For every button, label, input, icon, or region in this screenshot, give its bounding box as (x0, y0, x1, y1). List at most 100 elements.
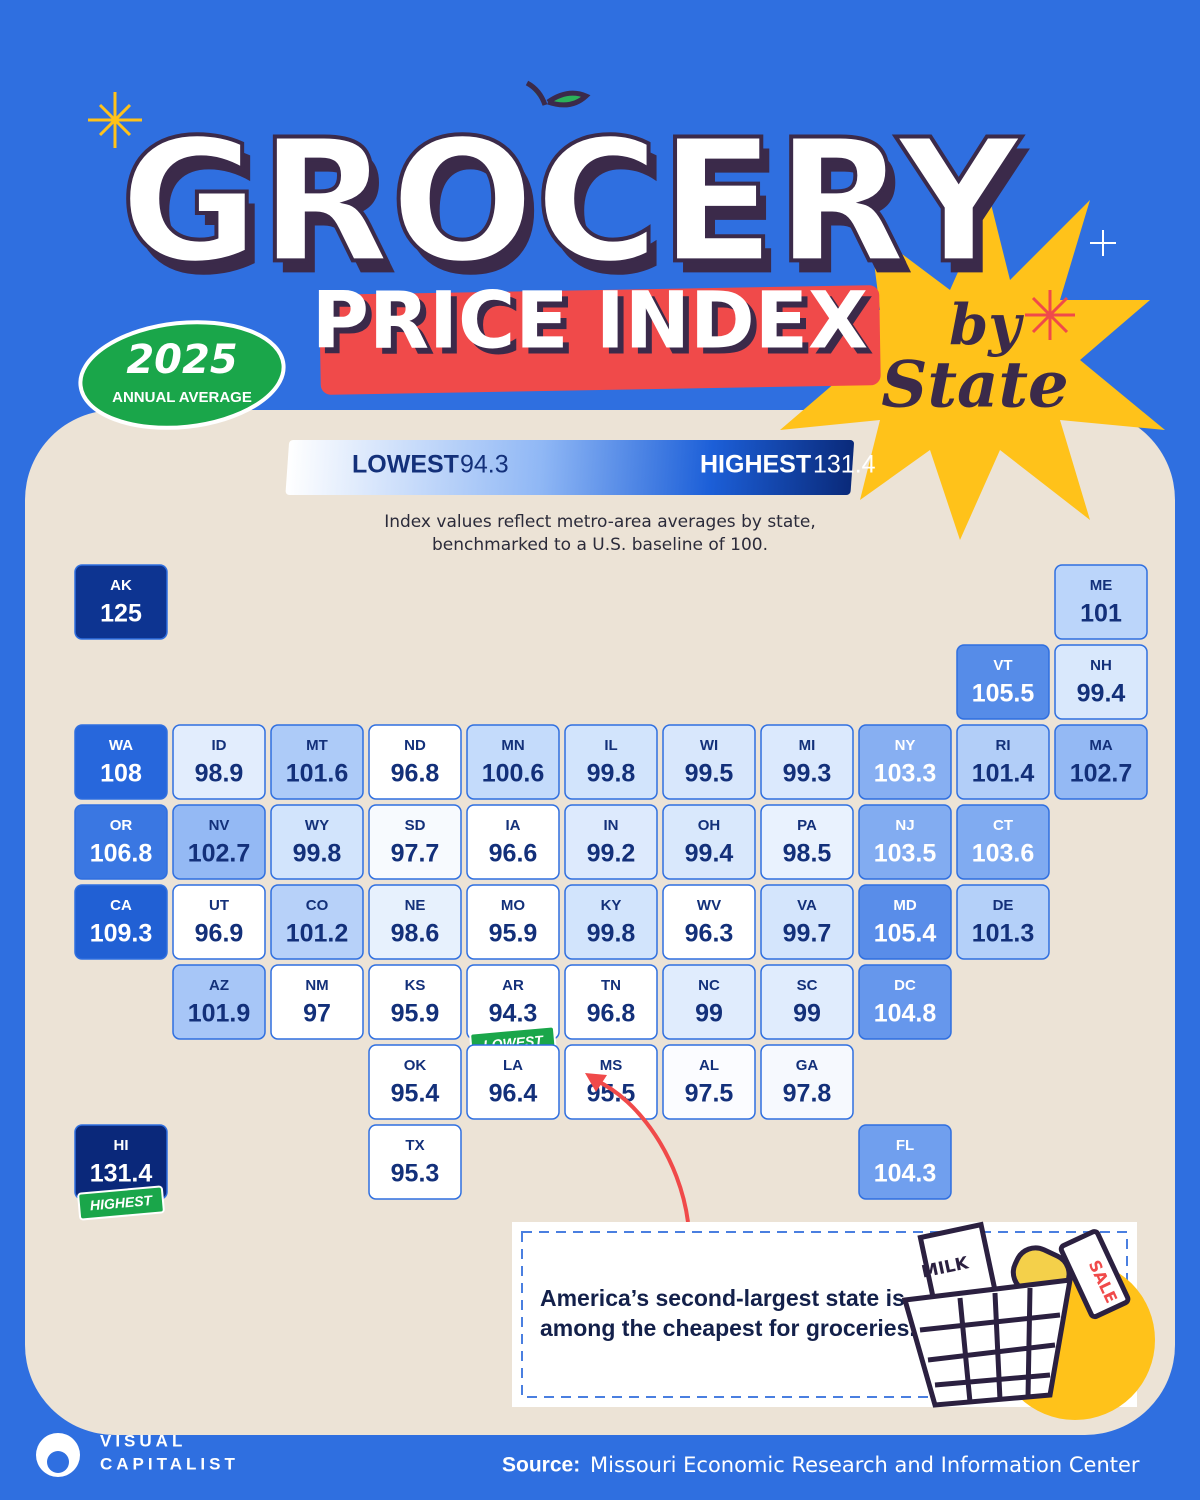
state-value: 99.4 (685, 840, 734, 868)
state-value: 102.7 (188, 840, 251, 868)
logo (36, 1433, 80, 1477)
subtitle-shadow: PRICE INDEX (318, 282, 874, 372)
state-value: 103.3 (874, 760, 937, 788)
state-abbr: NV (209, 817, 230, 834)
state-abbr: NJ (895, 817, 914, 834)
state-value: 96.6 (489, 840, 538, 868)
state-value: 106.8 (90, 840, 153, 868)
state-tile (858, 804, 952, 880)
state-abbr: GA (796, 1057, 819, 1074)
state-value: 101.2 (286, 920, 349, 948)
state-value: 109.3 (90, 920, 153, 948)
state-tile (858, 1124, 952, 1200)
legend-label: HIGHEST (700, 451, 811, 479)
state-tile (74, 564, 168, 640)
state-tile (662, 804, 756, 880)
title-line-2: PRICE INDEX (312, 276, 868, 366)
state-abbr: IL (604, 737, 617, 754)
state-value: 101.9 (188, 1000, 251, 1028)
state-tile (760, 804, 854, 880)
state-abbr: KS (405, 977, 426, 994)
badge-year: 2025 (126, 337, 237, 383)
state-tile (760, 884, 854, 960)
state-abbr: TN (601, 977, 621, 994)
state-value: 103.5 (874, 840, 937, 868)
state-abbr: RI (996, 737, 1011, 754)
state-tile (368, 1124, 462, 1200)
state-abbr: WV (697, 897, 721, 914)
state-tile (662, 724, 756, 800)
state-tile (74, 804, 168, 880)
tag-box (77, 1185, 165, 1221)
state-abbr: CO (306, 897, 329, 914)
title-state: State (881, 348, 1069, 423)
state-abbr: MT (306, 737, 328, 754)
state-value: 95.9 (489, 920, 538, 948)
state-abbr: AR (502, 977, 524, 994)
callout-text: America’s second-largest state is (540, 1285, 905, 1311)
state-value: 99 (793, 1000, 821, 1028)
legend-bar (285, 440, 854, 495)
state-value: 131.4 (90, 1160, 153, 1188)
state-value: 99 (695, 1000, 723, 1028)
state-tile (368, 884, 462, 960)
state-abbr: WY (305, 817, 329, 834)
state-value: 104.8 (874, 1000, 937, 1028)
state-abbr: LA (503, 1057, 523, 1074)
state-abbr: MS (600, 1057, 623, 1074)
sparkle (1090, 230, 1116, 256)
state-value: 97.7 (391, 840, 440, 868)
state-tile (466, 724, 560, 800)
state-abbr: DC (894, 977, 916, 994)
state-abbr: FL (896, 1137, 914, 1154)
state-value: 99.2 (587, 840, 636, 868)
state-tile (270, 964, 364, 1040)
state-value: 95.3 (391, 1160, 440, 1188)
state-abbr: NE (405, 897, 426, 914)
state-tile (858, 884, 952, 960)
state-abbr: AL (699, 1057, 719, 1074)
state-tile (858, 964, 952, 1040)
state-tile (368, 964, 462, 1040)
state-abbr: SD (405, 817, 426, 834)
state-tile (172, 964, 266, 1040)
state-tiles: WA 108 OR 106.8 CA 109.3 NV 102.7 ID 98.9 MT 101.6 W… (74, 564, 1148, 1221)
state-abbr: PA (797, 817, 817, 834)
state-tile (368, 724, 462, 800)
state-abbr: VA (797, 897, 817, 914)
state-abbr: ND (404, 737, 426, 754)
state-value: 101 (1080, 600, 1122, 628)
state-value: 96.8 (587, 1000, 636, 1028)
apple-leaf (525, 80, 591, 108)
state-tile (662, 884, 756, 960)
state-value: 99.7 (783, 920, 832, 948)
state-abbr: AZ (209, 977, 229, 994)
legend-label: LOWEST (352, 451, 459, 479)
state-tile (760, 964, 854, 1040)
state-abbr: MN (501, 737, 524, 754)
badge-text: ANNUAL AVERAGE (112, 389, 252, 406)
state-abbr: CT (993, 817, 1013, 834)
state-abbr: DE (993, 897, 1014, 914)
state-tile (564, 804, 658, 880)
state-value: 99.8 (587, 920, 636, 948)
state-value: 96.9 (195, 920, 244, 948)
state-abbr: NM (305, 977, 328, 994)
state-value: 99.4 (1077, 680, 1126, 708)
state-value: 101.4 (972, 760, 1035, 788)
state-abbr: ME (1090, 577, 1113, 594)
year-badge (78, 320, 286, 430)
state-tile (74, 724, 168, 800)
state-abbr: MI (799, 737, 816, 754)
state-value: 98.5 (783, 840, 832, 868)
state-value: 108 (100, 760, 142, 788)
state-abbr: WA (109, 737, 133, 754)
state-tile (662, 964, 756, 1040)
state-tile (858, 724, 952, 800)
state-tile (172, 724, 266, 800)
state-tile (760, 1044, 854, 1120)
state-tile (172, 804, 266, 880)
state-tile (466, 1044, 560, 1120)
state-value: 125 (100, 600, 142, 628)
